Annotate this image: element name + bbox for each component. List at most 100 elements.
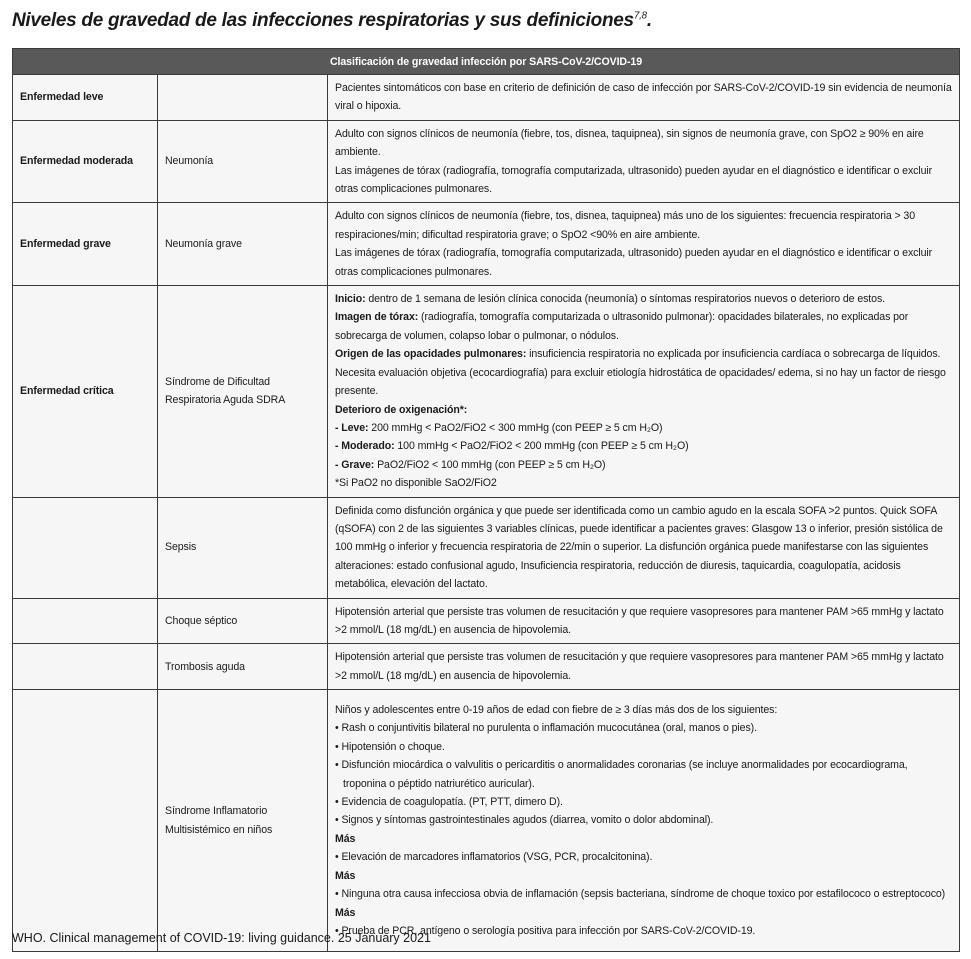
definition-text: (radiografía, tomografía computarizada o…: [335, 311, 909, 342]
table-row: Enfermedad grave Neumonía grave Adulto con…: [12, 202, 960, 287]
source-citation: WHO. Clinical management of COVID-19: li…: [12, 931, 431, 945]
definition-label: - Grave:: [335, 458, 375, 471]
severity-cell: Enfermedad grave: [12, 202, 158, 287]
definition-text: • Ninguna otra causa infecciosa obvia de…: [335, 888, 946, 901]
definition-paragraph: • Prueba de PCR, antígeno o serología po…: [335, 922, 952, 940]
definition-paragraph: Más: [335, 867, 952, 885]
definition-paragraph: Hipotensión arterial que persiste tras v…: [335, 648, 952, 685]
definition-paragraph: Imagen de tórax: (radiografía, tomografí…: [335, 308, 952, 345]
definition-paragraph: • Elevación de marcadores inflamatorios …: [335, 848, 952, 866]
table-body: Enfermedad leve Pacientes sintomáticos co…: [12, 74, 960, 953]
page-title: Niveles de gravedad de las infecciones r…: [12, 10, 652, 32]
definition-label: - Leve:: [335, 421, 369, 434]
definition-paragraph: Inicio: dentro de 1 semana de lesión clí…: [335, 290, 952, 308]
title-superscript: 7,8: [633, 10, 647, 22]
definition-text: Adulto con signos clínicos de neumonía (…: [335, 210, 916, 241]
condition-cell: Síndrome de Dificultad Respiratoria Agud…: [157, 285, 328, 498]
definition-paragraph: • Rash o conjuntivitis bilateral no puru…: [335, 719, 952, 737]
definition-text: *Si PaO2 no disponible SaO2/FiO2: [335, 477, 497, 490]
definition-paragraph: Niños y adolescentes entre 0-19 años de …: [335, 701, 952, 719]
table-row: Trombosis aguda Hipotensión arterial que …: [12, 643, 960, 691]
definition-paragraph: Las imágenes de tórax (radiografía, tomo…: [335, 244, 952, 281]
definition-text: • Disfunción miocárdica o valvulitis o p…: [335, 759, 908, 790]
definition-text: Pacientes sintomáticos con base en crite…: [335, 82, 952, 113]
definition-paragraph: Deterioro de oxigenación*:: [335, 401, 952, 419]
table-row: Choque séptico Hipotensión arterial que p…: [12, 597, 960, 645]
definition-text: • Hipotensión o choque.: [335, 740, 445, 753]
severity-cell: [12, 496, 158, 599]
definition-paragraph: Adulto con signos clínicos de neumonía (…: [335, 207, 952, 244]
severity-cell: [12, 689, 158, 953]
definition-paragraph: • Hipotensión o choque.: [335, 738, 952, 756]
definition-paragraph: Adulto con signos clínicos de neumonía (…: [335, 125, 952, 162]
definition-paragraph: Más: [335, 830, 952, 848]
definition-text: 100 mmHg < PaO2/FiO2 < 200 mmHg (con PEE…: [394, 440, 689, 453]
definition-cell: Inicio: dentro de 1 semana de lesión clí…: [327, 285, 960, 498]
definition-text: • Signos y síntomas gastrointestinales a…: [335, 814, 714, 827]
table-row: Sepsis Definida como disfunción orgánica …: [12, 496, 960, 599]
definition-paragraph: Más: [335, 904, 952, 922]
definition-label: - Moderado:: [335, 440, 395, 453]
definition-text: PaO2/FiO2 < 100 mmHg (con PEEP ≥ 5 cm H₂…: [374, 458, 606, 471]
severity-cell: Enfermedad leve: [12, 74, 158, 121]
definition-text: Niños y adolescentes entre 0-19 años de …: [335, 704, 778, 717]
definition-text: Las imágenes de tórax (radiografía, tomo…: [335, 247, 933, 278]
definition-cell: Hipotensión arterial que persiste tras v…: [327, 597, 960, 645]
definition-text: insuficiencia respiratoria no explicada …: [335, 348, 946, 398]
definition-cell: Adulto con signos clínicos de neumonía (…: [327, 202, 960, 287]
definition-cell: Niños y adolescentes entre 0-19 años de …: [327, 689, 960, 953]
definition-cell: Adulto con signos clínicos de neumonía (…: [327, 119, 960, 204]
title-text: Niveles de gravedad de las infecciones r…: [12, 10, 634, 31]
definition-paragraph: • Ninguna otra causa infecciosa obvia de…: [335, 885, 952, 903]
condition-cell: [157, 74, 328, 121]
severity-cell: Enfermedad moderada: [12, 119, 158, 204]
severity-cell: Enfermedad crítica: [12, 285, 158, 498]
definition-label: Más: [335, 869, 356, 882]
definition-paragraph: - Moderado: 100 mmHg < PaO2/FiO2 < 200 m…: [335, 437, 952, 455]
title-end: .: [646, 10, 652, 31]
definition-label: Imagen de tórax:: [335, 311, 419, 324]
definition-text: 200 mmHg < PaO2/FiO2 < 300 mmHg (con PEE…: [368, 421, 663, 434]
condition-cell: Síndrome Inflamatorio Multisistémico en …: [157, 689, 328, 953]
condition-cell: Choque séptico: [157, 597, 328, 645]
table-row: Síndrome Inflamatorio Multisistémico en …: [12, 689, 960, 953]
table-row: Enfermedad crítica Síndrome de Dificultad…: [12, 285, 960, 498]
definition-label: Más: [335, 832, 356, 845]
definition-paragraph: • Signos y síntomas gastrointestinales a…: [335, 811, 952, 829]
table-row: Enfermedad moderada Neumonía Adulto con si…: [12, 119, 960, 204]
definition-text: Las imágenes de tórax (radiografía, tomo…: [335, 164, 933, 196]
table-header-row: Clasificación de gravedad infección por …: [12, 48, 960, 75]
definition-text: Hipotensión arterial que persiste tras v…: [335, 651, 944, 682]
severity-table: Clasificación de gravedad infección por …: [12, 48, 960, 953]
condition-cell: Neumonía grave: [157, 202, 328, 287]
severity-cell: [12, 597, 158, 645]
definition-paragraph: Hipotensión arterial que persiste tras v…: [335, 603, 952, 640]
definition-text: • Rash o conjuntivitis bilateral no puru…: [335, 722, 757, 735]
severity-cell: [12, 643, 158, 691]
condition-cell: Neumonía: [157, 119, 328, 204]
definition-text: • Prueba de PCR, antígeno o serología po…: [335, 924, 756, 937]
definition-label: Más: [335, 906, 356, 919]
definition-text: dentro de 1 semana de lesión clínica con…: [365, 293, 885, 306]
definition-paragraph: • Disfunción miocárdica o valvulitis o p…: [335, 756, 952, 793]
definition-label: Origen de las opacidades pulmonares:: [335, 348, 527, 361]
definition-paragraph: Las imágenes de tórax (radiografía, tomo…: [335, 162, 952, 199]
definition-cell: Definida como disfunción orgánica y que …: [327, 496, 960, 599]
definition-paragraph: - Grave: PaO2/FiO2 < 100 mmHg (con PEEP …: [335, 456, 952, 474]
definition-paragraph: Pacientes sintomáticos con base en crite…: [335, 79, 952, 116]
condition-cell: Sepsis: [157, 496, 328, 599]
definition-text: Definida como disfunción orgánica y que …: [335, 504, 943, 591]
table-row: Enfermedad leve Pacientes sintomáticos co…: [12, 74, 960, 121]
definition-label: Deterioro de oxigenación*:: [335, 403, 468, 416]
definition-text: • Elevación de marcadores inflamatorios …: [335, 851, 653, 864]
definition-text: Adulto con signos clínicos de neumonía (…: [335, 127, 924, 159]
definition-cell: Hipotensión arterial que persiste tras v…: [327, 643, 960, 691]
table-header: Clasificación de gravedad infección por …: [12, 48, 960, 75]
condition-cell: Trombosis aguda: [157, 643, 328, 691]
definition-label: Inicio:: [335, 293, 366, 306]
definition-paragraph: Origen de las opacidades pulmonares: ins…: [335, 345, 952, 400]
definition-cell: Pacientes sintomáticos con base en crite…: [327, 74, 960, 121]
definition-text: Hipotensión arterial que persiste tras v…: [335, 605, 944, 636]
definition-paragraph: Definida como disfunción orgánica y que …: [335, 502, 952, 594]
definition-paragraph: *Si PaO2 no disponible SaO2/FiO2: [335, 474, 952, 492]
